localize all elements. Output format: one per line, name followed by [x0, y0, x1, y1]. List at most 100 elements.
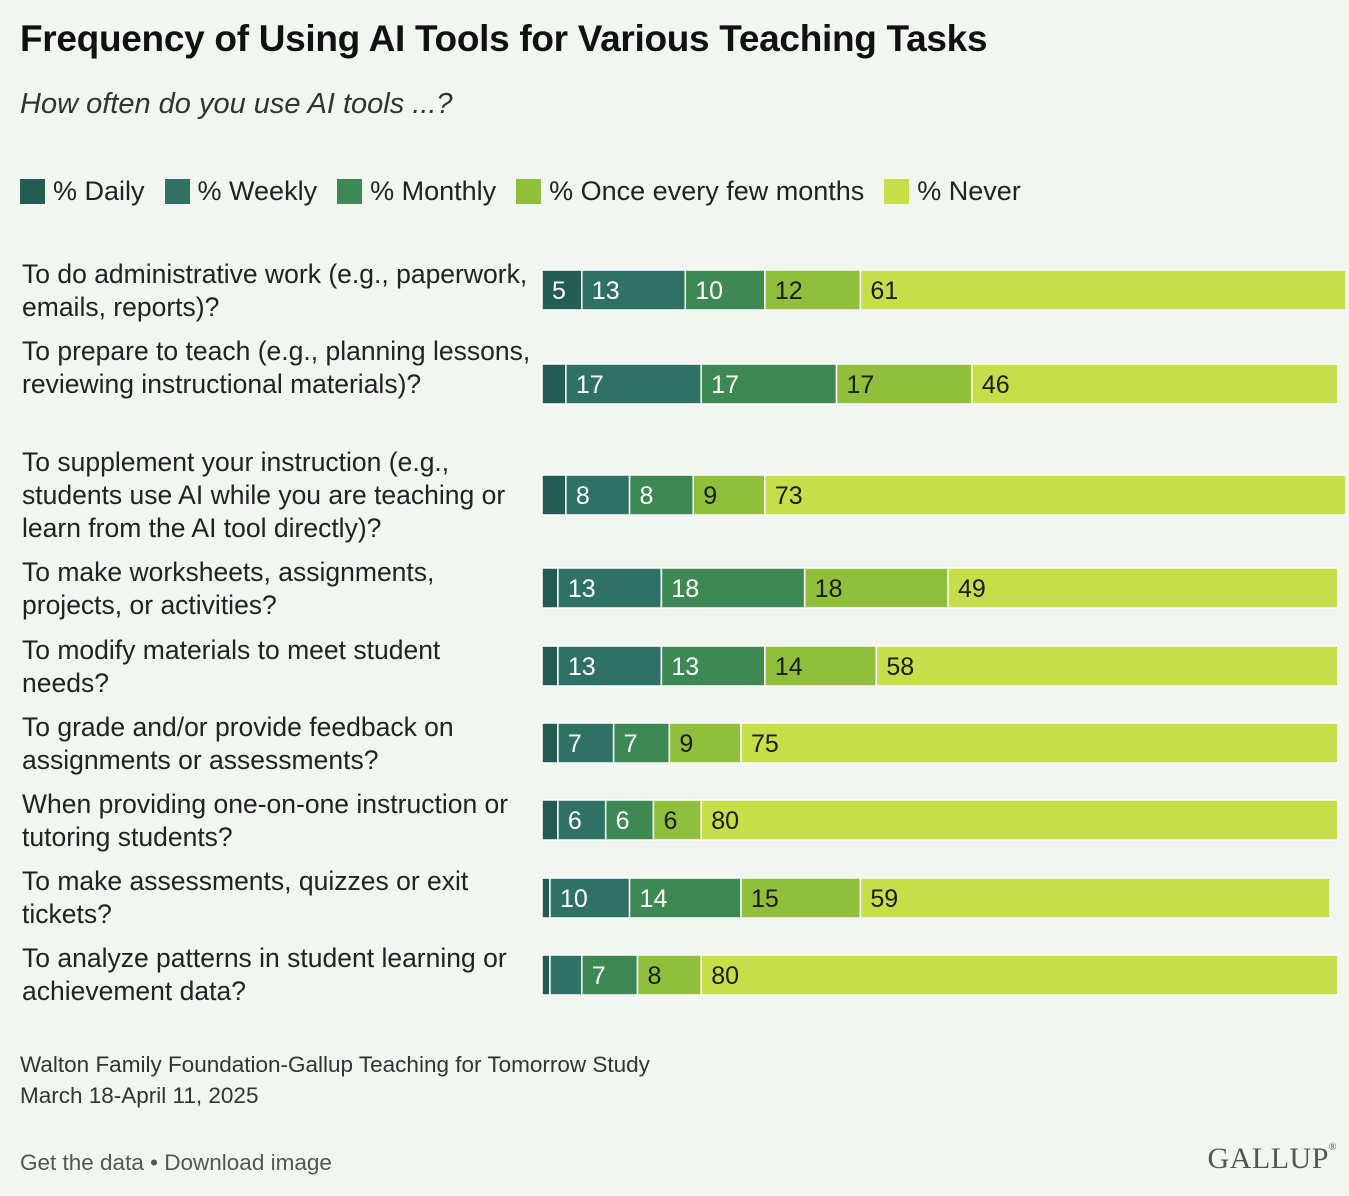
- bar-segment-never-row-1: [859, 269, 1347, 311]
- bar-label-few-months-row-1: 12: [775, 277, 803, 305]
- bar-label-never-row-2: 46: [982, 371, 1010, 399]
- bar-label-monthly-row-7: 6: [616, 807, 630, 835]
- bar-segment-few-months-row-7: [652, 799, 702, 841]
- bar-segment-monthly-row-8: [628, 877, 742, 919]
- download-image-link[interactable]: Download image: [164, 1150, 332, 1175]
- legend-item-monthly: % Monthly: [337, 176, 496, 207]
- gallup-logo-text: GALLUP: [1207, 1142, 1329, 1175]
- chart-subtitle: How often do you use AI tools ...?: [20, 88, 453, 120]
- bar-label-few-months-row-4: 18: [815, 575, 843, 603]
- footer-separator: •: [150, 1150, 158, 1175]
- bar-segment-never-row-9: [700, 954, 1339, 996]
- bar-segment-few-months-row-3: [692, 474, 766, 516]
- bar-segment-monthly-row-4: [660, 567, 806, 609]
- legend-swatch-daily: [20, 179, 45, 204]
- bar-segment-monthly-row-3: [628, 474, 694, 516]
- bar-label-few-months-row-9: 8: [648, 962, 662, 990]
- bar-segment-never-row-2: [971, 363, 1339, 405]
- source-note: Walton Family Foundation-Gallup Teaching…: [20, 1049, 650, 1111]
- row-label-admin: To do administrative work (e.g., paperwo…: [22, 259, 528, 322]
- legend-label-monthly: % Monthly: [370, 176, 497, 206]
- bar-segment-daily-row-3: [541, 474, 567, 516]
- row-label-modify: To modify materials to meet student need…: [22, 635, 441, 698]
- bar-segment-monthly-row-2: [700, 363, 838, 405]
- bar-segment-few-months-row-8: [740, 877, 862, 919]
- bar-segment-weekly-row-2: [565, 363, 702, 405]
- bar-segment-daily-row-9: [541, 954, 551, 996]
- bar-segment-monthly-row-1: [684, 269, 766, 311]
- bar-label-never-row-6: 75: [751, 730, 779, 758]
- legend-item-weekly: % Weekly: [164, 176, 318, 207]
- bar-segment-monthly-row-6: [612, 722, 671, 764]
- bar-segment-daily-row-7: [541, 799, 559, 841]
- legend-swatch-few-months: [516, 179, 542, 204]
- bar-label-few-months-row-5: 14: [775, 653, 803, 681]
- bar-label-monthly-row-6: 7: [624, 730, 638, 758]
- row-label-supplement: To supplement your instruction (e.g., st…: [22, 447, 506, 543]
- bar-segment-never-row-6: [740, 722, 1339, 764]
- bar-label-few-months-row-6: 9: [679, 730, 693, 758]
- bar-label-few-months-row-8: 15: [751, 885, 779, 913]
- legend: % Daily % Weekly % Monthly % Once every …: [20, 176, 1021, 207]
- chart-title: Frequency of Using AI Tools for Various …: [20, 18, 988, 59]
- bar-segment-weekly-row-5: [557, 645, 663, 687]
- bar-label-monthly-row-1: 10: [695, 277, 723, 305]
- bar-label-monthly-row-5: 13: [671, 653, 699, 681]
- bar-label-few-months-row-7: 6: [663, 807, 677, 835]
- bar-segment-monthly-row-9: [581, 954, 639, 996]
- bar-segment-few-months-row-5: [764, 645, 878, 687]
- legend-label-daily: % Daily: [53, 176, 145, 206]
- bar-label-monthly-row-3: 8: [640, 482, 654, 510]
- bar-segment-daily-row-6: [541, 722, 559, 764]
- bar-segment-daily-row-1: [541, 269, 583, 311]
- bar-segment-never-row-7: [700, 799, 1339, 841]
- bar-label-never-row-1: 61: [870, 277, 898, 305]
- bar-label-monthly-row-4: 18: [671, 575, 699, 603]
- bar-segment-never-row-8: [859, 877, 1331, 919]
- bar-segment-few-months-row-2: [835, 363, 973, 405]
- bar-label-monthly-row-8: 14: [640, 885, 668, 913]
- row-label-prepare: To prepare to teach (e.g., planning less…: [22, 336, 531, 399]
- bar-label-weekly-row-1: 13: [592, 277, 620, 305]
- bar-label-few-months-row-2: 17: [847, 371, 875, 399]
- bar-label-never-row-5: 58: [886, 653, 914, 681]
- bar-label-weekly-row-2: 17: [576, 371, 604, 399]
- bar-segment-weekly-row-4: [557, 567, 663, 609]
- bar-label-never-row-9: 80: [711, 962, 739, 990]
- bar-segment-few-months-row-9: [636, 954, 702, 996]
- row-label-worksheets: To make worksheets, assignments, project…: [22, 557, 435, 620]
- bar-label-weekly-row-3: 8: [576, 482, 590, 510]
- bar-segment-monthly-row-5: [660, 645, 766, 687]
- gallup-logo: GALLUP®: [1208, 1142, 1337, 1176]
- row-label-tutoring: When providing one-on-one instruction or…: [22, 789, 509, 852]
- bar-segment-weekly-row-7: [557, 799, 607, 841]
- bar-label-never-row-8: 59: [870, 885, 898, 913]
- stacked-bar-chart: 5 13 10 12 61 17 17 17 46 8 8 9 73 13 18 18 49 13 13 14 58 7 7…: [541, 269, 1347, 996]
- legend-label-never: % Never: [917, 176, 1021, 206]
- bar-segment-weekly-row-6: [557, 722, 615, 764]
- bar-label-monthly-row-9: 7: [592, 962, 606, 990]
- bar-segment-never-row-4: [947, 567, 1339, 609]
- bar-segment-daily-row-2: [541, 363, 567, 405]
- bar-label-weekly-row-7: 6: [568, 807, 582, 835]
- bar-label-never-row-7: 80: [711, 807, 739, 835]
- bar-segment-few-months-row-6: [668, 722, 742, 764]
- legend-swatch-never: [884, 179, 910, 204]
- bar-segment-daily-row-4: [541, 567, 559, 609]
- bar-label-weekly-row-4: 13: [568, 575, 596, 603]
- bar-segment-weekly-row-3: [565, 474, 631, 516]
- bar-label-monthly-row-2: 17: [711, 371, 739, 399]
- row-label-grade: To grade and/or provide feedback on assi…: [22, 712, 454, 775]
- source-line-study: Walton Family Foundation-Gallup Teaching…: [20, 1052, 650, 1077]
- bar-segment-daily-row-5: [541, 645, 559, 687]
- bar-label-daily-row-1: 5: [552, 277, 566, 305]
- get-the-data-link[interactable]: Get the data: [20, 1150, 144, 1175]
- bar-segment-never-row-3: [764, 474, 1347, 516]
- legend-item-few-months: % Once every few months: [516, 176, 864, 207]
- bar-label-weekly-row-8: 10: [560, 885, 588, 913]
- bar-segment-never-row-5: [875, 645, 1339, 687]
- bar-label-never-row-3: 73: [775, 482, 803, 510]
- row-label-analyze: To analyze patterns in student learning …: [22, 943, 507, 1006]
- legend-label-weekly: % Weekly: [197, 176, 318, 206]
- source-line-dates: March 18-April 11, 2025: [20, 1083, 259, 1108]
